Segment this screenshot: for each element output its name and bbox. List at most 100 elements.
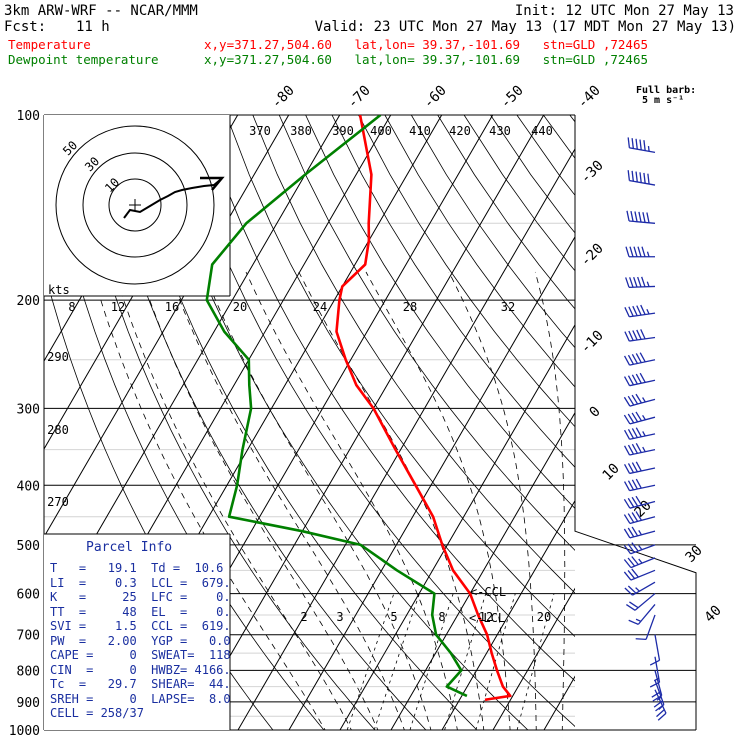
wind-barb-flag [631,374,638,385]
dry-adiabat [199,115,575,682]
wind-barb-flag [623,571,632,581]
mixing-ratio-line [475,593,516,730]
wind-barb [623,556,656,569]
hodograph-axis-tick: 28 [403,300,417,314]
isotherm-label: 40 [702,603,725,626]
wind-barb-flag [635,373,642,384]
wind-barb-flag [647,173,650,185]
parcel-info-row: K = 25 LFC = 0. [50,590,231,604]
isotherm-label: -30 [578,158,607,187]
wind-barb [625,246,655,258]
wind-barb [624,581,656,596]
wind-barb-flag [639,172,642,183]
wind-barb [626,210,656,224]
dry-adiabat [358,115,575,428]
wind-barb-flag [627,543,635,553]
temperature-line [335,115,512,702]
wind-barb-flag [637,276,642,288]
isotherm [339,323,575,730]
wind-barb [623,352,656,366]
hodograph-trace-tip [200,176,225,191]
wind-barb-flag [627,375,635,386]
wind-barb-staff [630,569,656,581]
hodograph-ring [82,152,188,258]
wind-barb [623,495,656,509]
wind-barb-flag [637,246,642,257]
theta-label: 400 [370,124,392,138]
wind-barb-staff [629,379,656,387]
wind-barb-flag [635,511,643,521]
wind-barb-flag [631,462,638,473]
isotherm [390,411,575,730]
wind-barb-staff [629,500,656,509]
moist-adiabat [534,271,566,730]
wind-barb-flag [635,427,642,438]
wind-barb-flag [642,212,646,223]
wind-barb-flag [656,709,665,718]
wind-barb-flag [627,463,635,473]
wind-barb-flag [625,604,636,611]
isotherm-label: 30 [683,543,706,566]
wind-barb-flag [631,412,639,423]
pressure-tick-label: 800 [17,664,40,679]
parcel-info-row: CAPE = 0 SWEAT= 118 [50,648,231,662]
wind-barb-flag [630,211,634,222]
legend-temperature-info: x,y=371.27,504.60 lat,lon= 39.37,-101.69… [204,37,649,52]
wind-barb-staff [629,147,656,153]
wind-barb-staff [629,179,656,186]
isotherm-label: -60 [421,83,450,112]
isotherm [288,235,575,730]
wind-barb-flag [623,414,631,425]
wind-barb-flag [631,542,639,552]
wind-barb-flag [632,330,638,341]
wind-barb-staff [634,593,656,611]
mixing-ratio-line [373,593,420,730]
wind-barb-flag [631,479,638,490]
pressure-tick-label: 600 [17,588,40,603]
mixing-ratio-line [409,593,454,730]
wind-barb [623,511,656,525]
dry-adiabat [120,115,478,730]
wind-barb-flag [635,171,638,183]
dry-adiabat [490,115,575,234]
hodograph-axis-tick: 32 [501,300,515,314]
wind-barb-half [647,146,650,152]
wind-barb-flag [634,211,638,222]
wind-barb [627,170,656,186]
wind-barb-flag [627,497,635,508]
wind-barb-flag [627,170,631,181]
theta-label: 420 [449,124,471,138]
wind-barb-staff [629,484,656,492]
wind-barb-flag [627,428,635,439]
wind-barb-flag [627,444,635,455]
wind-barb-half [642,397,646,403]
parcel-info-row: TT = 48 EL = 0. [50,604,231,619]
theta-left-label: 280 [47,423,69,437]
legend-dewpoint-name: Dewpoint temperature [8,52,159,67]
barb-key-unit: 5 m s⁻¹ [642,95,685,106]
wind-barb-flag [657,712,667,721]
model-title: 3km ARW-WRF -- NCAR/MMM [4,3,198,19]
forecast-hour: 11 h [76,19,110,35]
moist-adiabat [365,271,511,730]
wind-barb [625,276,656,288]
wind-barb-flag [627,513,635,523]
init-time: Init: 12 UTC Mon 27 May 13 [514,3,734,19]
dry-adiabat [226,115,575,638]
wind-barb-flag [626,210,630,222]
isotherm [441,499,575,730]
hodograph-axis-tick: 24 [313,300,327,314]
wind-barb-flag [639,139,642,150]
wind-barb-flag [624,331,630,342]
wind-barb-flag [640,304,646,315]
hodograph-axis-tick: 16 [165,300,179,314]
barb-key-title: Full barb: [636,85,697,96]
wind-barb-half [642,414,646,421]
mixing-ratio-label: 3 [336,610,343,624]
wind-barb [623,411,656,425]
theta-label: 370 [249,124,271,138]
wind-barb-flag [633,246,638,257]
wind-barb [625,593,656,611]
wind-barb-flag [629,246,634,257]
dry-adiabat [331,115,575,468]
